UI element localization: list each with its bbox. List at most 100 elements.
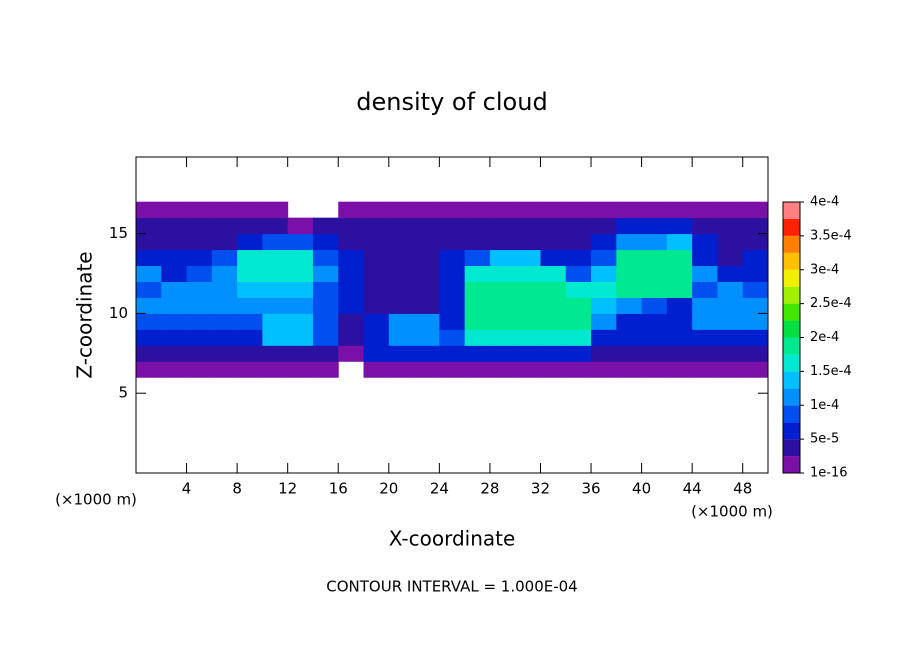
contour-cell [666, 313, 693, 330]
contour-cell [439, 313, 466, 330]
contour-cell [312, 297, 339, 314]
contour-cell [489, 329, 516, 346]
contour-cell [591, 361, 617, 378]
contour-cell [388, 217, 415, 235]
contour-cell [540, 281, 567, 298]
contour-cell [616, 233, 643, 251]
contour-cell [692, 345, 718, 362]
contour-cell [186, 361, 213, 378]
contour-cell [186, 313, 213, 330]
contour-cell [211, 201, 238, 219]
contour-note: CONTOUR INTERVAL = 1.000E-04 [326, 578, 577, 596]
contour-cell [565, 201, 592, 219]
contour-cell [692, 233, 718, 251]
contour-cell [136, 265, 162, 282]
contour-cell [262, 201, 289, 219]
contour-cell [515, 201, 541, 219]
contour-cell [312, 217, 339, 235]
contour-cell [211, 329, 238, 346]
contour-cell [439, 281, 466, 298]
contour-cell [540, 329, 567, 346]
contour-cell [136, 329, 162, 346]
contour-cell [565, 361, 592, 378]
contour-cell [742, 329, 769, 346]
contour-cell [742, 297, 769, 314]
contour-cell [464, 345, 491, 362]
contour-cell [287, 345, 314, 362]
contour-cell [692, 313, 718, 330]
contour-cell [414, 361, 440, 378]
contour-cell [641, 265, 668, 282]
contour-cell [591, 313, 617, 330]
contour-cell [262, 233, 289, 251]
contour-cell [489, 249, 516, 267]
contour-cell [211, 249, 238, 267]
x-tick-label: 28 [480, 480, 499, 498]
x-tick-label: 12 [278, 480, 297, 498]
contour-cell [717, 345, 744, 362]
contour-cell [414, 297, 440, 314]
contour-cell [211, 217, 238, 235]
contour-cell [363, 345, 390, 362]
contour-cell [363, 249, 390, 267]
contour-cell [666, 233, 693, 251]
contour-cell [641, 201, 668, 219]
contour-cell [287, 297, 314, 314]
x-tick-label: 4 [182, 480, 192, 498]
contour-cell [666, 329, 693, 346]
contour-cell [363, 361, 390, 378]
contour-cell [262, 297, 289, 314]
contour-cell [186, 345, 213, 362]
contour-cell [515, 313, 541, 330]
x-tick-label: 24 [430, 480, 449, 498]
contour-cell [717, 329, 744, 346]
contour-cell [287, 329, 314, 346]
contour-cell [692, 217, 718, 235]
contour-cell [211, 297, 238, 314]
contour-cell [136, 361, 162, 378]
contour-cell [312, 345, 339, 362]
contour-cell [717, 249, 744, 267]
contour-cell [237, 281, 263, 298]
contour-cell [161, 217, 188, 235]
contour-cell [591, 345, 617, 362]
contour-cell [717, 297, 744, 314]
contour-cell [641, 281, 668, 298]
contour-cell [489, 233, 516, 251]
x-tick-label: 20 [379, 480, 398, 498]
contour-cell [641, 233, 668, 251]
contour-cell [363, 217, 390, 235]
contour-cell [211, 361, 238, 378]
contour-cell [515, 249, 541, 267]
contour-cell [616, 265, 643, 282]
contour-cell [388, 249, 415, 267]
contour-cell [262, 249, 289, 267]
colorbar-band [783, 405, 800, 423]
contour-cell [388, 233, 415, 251]
contour-cell [616, 313, 643, 330]
colorbar-band [783, 456, 800, 473]
contour-cell [616, 249, 643, 267]
contour-cell [338, 281, 365, 298]
contour-cell [540, 201, 567, 219]
contour-cell [616, 201, 643, 219]
colorbar-band [783, 422, 800, 440]
contour-cell [540, 233, 567, 251]
contour-cell [666, 297, 693, 314]
contour-cell [287, 361, 314, 378]
contour-cell [464, 249, 491, 267]
contour-cell [414, 313, 440, 330]
contour-cell [616, 345, 643, 362]
x-unit: (×1000 m) [55, 491, 137, 509]
contour-cell [616, 297, 643, 314]
contour-cell [464, 361, 491, 378]
contour-cell [186, 265, 213, 282]
contour-cell [565, 313, 592, 330]
contour-cell [666, 249, 693, 267]
contour-cell [641, 217, 668, 235]
chart-title: density of cloud [356, 88, 547, 116]
contour-cell [287, 281, 314, 298]
y-tick-label: 10 [109, 304, 128, 322]
contour-cell [237, 217, 263, 235]
